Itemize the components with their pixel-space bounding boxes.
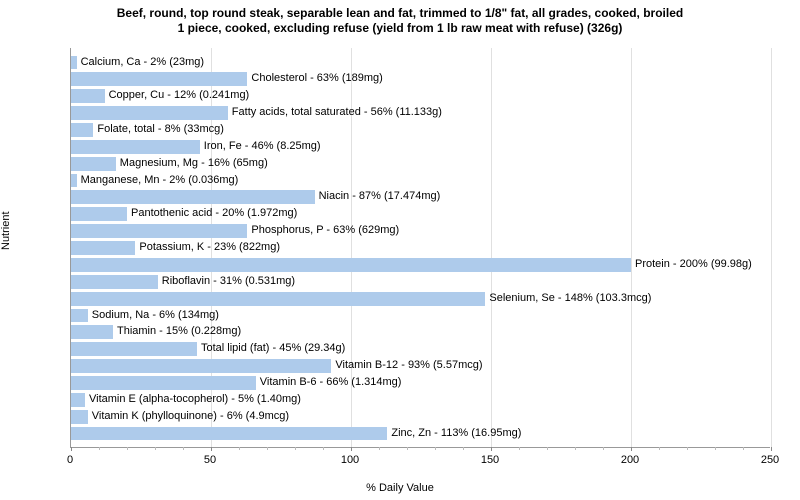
bar	[71, 410, 88, 424]
x-tick	[491, 447, 492, 451]
x-tick-label: 200	[621, 454, 639, 466]
bar	[71, 393, 85, 407]
bar	[71, 309, 88, 323]
x-minor-tick	[407, 447, 408, 450]
bar	[71, 106, 228, 120]
x-minor-tick	[687, 447, 688, 450]
bar	[71, 325, 113, 339]
gridline	[771, 48, 772, 447]
x-tick-label: 0	[67, 454, 73, 466]
x-minor-tick	[295, 447, 296, 450]
x-tick	[211, 447, 212, 451]
bar-label: Zinc, Zn - 113% (16.95mg)	[387, 427, 521, 441]
bar	[71, 190, 315, 204]
bar-label: Manganese, Mn - 2% (0.036mg)	[77, 174, 239, 188]
x-minor-tick	[715, 447, 716, 450]
x-tick-label: 150	[481, 454, 499, 466]
x-axis-label: % Daily Value	[0, 482, 800, 494]
x-minor-tick	[127, 447, 128, 450]
bar	[71, 376, 256, 390]
bar-label: Vitamin B-6 - 66% (1.314mg)	[256, 376, 402, 390]
bar-label: Vitamin B-12 - 93% (5.57mcg)	[331, 359, 482, 373]
bar	[71, 359, 331, 373]
x-tick	[631, 447, 632, 451]
bar-label: Sodium, Na - 6% (134mg)	[88, 309, 219, 323]
bar	[71, 241, 135, 255]
bar-label: Niacin - 87% (17.474mg)	[315, 190, 441, 204]
bar-label: Pantothenic acid - 20% (1.972mg)	[127, 207, 297, 221]
x-minor-tick	[267, 447, 268, 450]
x-minor-tick	[547, 447, 548, 450]
bar-label: Thiamin - 15% (0.228mg)	[113, 325, 241, 339]
bar	[71, 72, 247, 86]
bar-label: Protein - 200% (99.98g)	[631, 258, 752, 272]
bar-label: Iron, Fe - 46% (8.25mg)	[200, 140, 321, 154]
bar-label: Folate, total - 8% (33mcg)	[93, 123, 224, 137]
x-minor-tick	[239, 447, 240, 450]
bar	[71, 140, 200, 154]
bar-label: Vitamin K (phylloquinone) - 6% (4.9mcg)	[88, 410, 289, 424]
x-minor-tick	[603, 447, 604, 450]
x-minor-tick	[463, 447, 464, 450]
bar-label: Selenium, Se - 148% (103.3mcg)	[485, 292, 651, 306]
chart-title-line2: 1 piece, cooked, excluding refuse (yield…	[0, 21, 800, 36]
x-tick-label: 50	[204, 454, 216, 466]
x-tick	[351, 447, 352, 451]
bar-label: Total lipid (fat) - 45% (29.34g)	[197, 342, 345, 356]
bar	[71, 123, 93, 137]
x-tick	[71, 447, 72, 451]
x-minor-tick	[435, 447, 436, 450]
x-minor-tick	[519, 447, 520, 450]
x-tick	[771, 447, 772, 451]
chart-title: Beef, round, top round steak, separable …	[0, 6, 800, 36]
bar-label: Riboflavin - 31% (0.531mg)	[158, 275, 295, 289]
gridline	[491, 48, 492, 447]
bar	[71, 207, 127, 221]
bar-label: Vitamin E (alpha-tocopherol) - 5% (1.40m…	[85, 393, 301, 407]
x-minor-tick	[575, 447, 576, 450]
y-axis-label: Nutrient	[0, 211, 12, 250]
bar	[71, 292, 485, 306]
bar	[71, 258, 631, 272]
gridline	[631, 48, 632, 447]
x-minor-tick	[155, 447, 156, 450]
x-minor-tick	[99, 447, 100, 450]
bar	[71, 157, 116, 171]
plot-area: Calcium, Ca - 2% (23mg) Cholesterol - 63%…	[70, 48, 770, 448]
bar-label: Cholesterol - 63% (189mg)	[247, 72, 382, 86]
x-minor-tick	[659, 447, 660, 450]
x-tick-label: 250	[761, 454, 779, 466]
bar-label: Potassium, K - 23% (822mg)	[135, 241, 280, 255]
x-minor-tick	[743, 447, 744, 450]
chart-title-line1: Beef, round, top round steak, separable …	[0, 6, 800, 21]
bar	[71, 89, 105, 103]
bar-label: Fatty acids, total saturated - 56% (11.1…	[228, 106, 442, 120]
bar	[71, 427, 387, 441]
bar	[71, 342, 197, 356]
bar-label: Calcium, Ca - 2% (23mg)	[77, 56, 204, 70]
bar	[71, 224, 247, 238]
x-minor-tick	[323, 447, 324, 450]
bar-label: Phosphorus, P - 63% (629mg)	[247, 224, 399, 238]
bar-label: Magnesium, Mg - 16% (65mg)	[116, 157, 268, 171]
bar-label: Copper, Cu - 12% (0.241mg)	[105, 89, 250, 103]
bar	[71, 275, 158, 289]
x-minor-tick	[379, 447, 380, 450]
x-minor-tick	[183, 447, 184, 450]
x-tick-label: 100	[341, 454, 359, 466]
